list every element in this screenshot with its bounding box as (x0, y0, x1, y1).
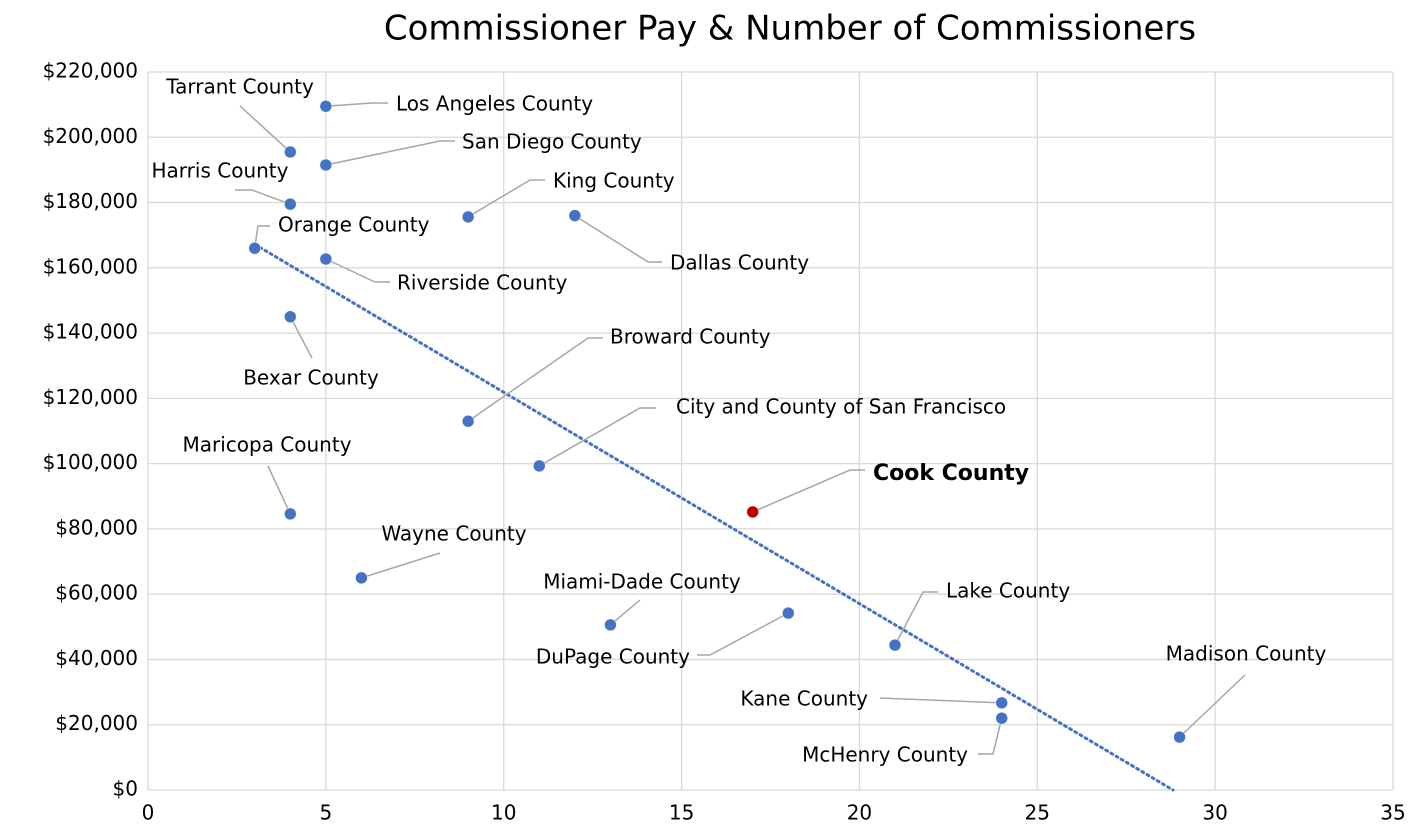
leader-line (325, 258, 390, 283)
leader-line (239, 105, 291, 153)
y-tick-label: $40,000 (55, 646, 138, 670)
point (284, 145, 297, 159)
leader-line (752, 469, 865, 513)
point (319, 100, 333, 113)
leader-line (574, 214, 662, 263)
point (995, 696, 1008, 710)
y-tick-label: $100,000 (43, 450, 138, 474)
point (746, 505, 759, 519)
leader-line (267, 465, 291, 515)
point-label: San Diego County (462, 130, 642, 154)
point-label: Los Angeles County (396, 92, 593, 116)
x-tick-label: 30 (1202, 801, 1227, 825)
x-tick-label: 25 (1025, 801, 1050, 825)
point (284, 310, 297, 324)
leader-line (253, 225, 270, 249)
x-tick-label: 5 (319, 801, 332, 825)
point (284, 507, 297, 521)
leader-line (325, 102, 388, 108)
point-label: Riverside County (397, 271, 568, 295)
leader-line (467, 337, 603, 422)
point-label: Dallas County (670, 251, 809, 275)
point-label: City and County of San Francisco (676, 395, 1006, 419)
leader-line (325, 140, 455, 166)
x-tick-label: 35 (1380, 801, 1405, 825)
y-tick-label: $120,000 (43, 385, 138, 409)
y-tick-label: $60,000 (55, 581, 138, 605)
y-tick-label: $160,000 (43, 254, 138, 278)
point-label: Orange County (278, 213, 430, 237)
leader-line (289, 316, 313, 359)
point-label: Bexar County (243, 366, 379, 390)
point-label: Kane County (740, 687, 868, 711)
point-label: Tarrant County (165, 75, 314, 99)
y-tick-label: $200,000 (43, 124, 138, 148)
x-tick-label: 15 (669, 801, 694, 825)
point (533, 459, 546, 473)
point-label: Broward County (610, 325, 771, 349)
leader-line (978, 718, 1003, 755)
x-tick-label: 20 (847, 801, 872, 825)
x-tick-label: 10 (491, 801, 516, 825)
y-tick-label: $140,000 (43, 320, 138, 344)
point-label: DuPage County (536, 645, 690, 669)
leader-line (538, 407, 656, 467)
leader-line (361, 552, 441, 579)
x-tick-label: 0 (142, 801, 155, 825)
point (782, 606, 795, 620)
point (355, 571, 368, 585)
chart-title: Commissioner Pay & Number of Commissione… (384, 9, 1196, 49)
leader-line (879, 697, 1002, 704)
point (319, 252, 333, 266)
point (568, 209, 582, 222)
point-label: Wayne County (381, 522, 526, 546)
leader-line (894, 591, 938, 646)
trendline (253, 242, 1175, 792)
point (461, 210, 475, 224)
point-label: Maricopa County (182, 433, 351, 457)
point-label: Lake County (946, 579, 1070, 603)
point (248, 241, 261, 255)
leader-line (1179, 674, 1246, 738)
y-tick-label: $0 (113, 777, 138, 801)
leader-line (467, 179, 545, 218)
y-tick-label: $20,000 (55, 711, 138, 735)
point (888, 638, 902, 652)
point-label: Cook County (873, 461, 1029, 486)
leader-line (697, 612, 789, 656)
y-tick-label: $80,000 (55, 515, 138, 539)
point-label: Madison County (1166, 642, 1327, 666)
point-label: Harris County (152, 159, 289, 183)
point-label: McHenry County (802, 743, 968, 767)
point (1173, 730, 1186, 744)
leader-line (235, 189, 291, 205)
point (461, 414, 475, 428)
leader-line (609, 599, 641, 626)
point (604, 618, 617, 632)
y-tick-label: $180,000 (43, 189, 138, 213)
point-label: Miami-Dade County (543, 570, 741, 594)
point-label: King County (553, 169, 675, 193)
point (995, 711, 1008, 725)
point (284, 197, 297, 211)
y-tick-label: $220,000 (43, 59, 138, 83)
point (319, 158, 333, 172)
